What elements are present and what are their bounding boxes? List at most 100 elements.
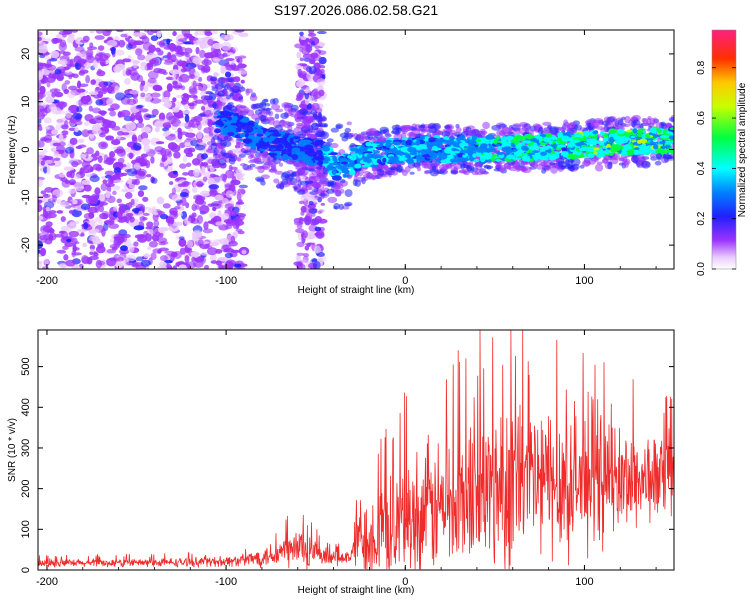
spectrogram-cell <box>293 114 302 120</box>
spectrogram-cell <box>220 110 231 117</box>
spectrogram-cell <box>311 40 316 47</box>
spectrogram-cell <box>115 234 126 244</box>
colorbar-gradient <box>712 30 736 269</box>
spectrogram-cell <box>603 150 610 155</box>
spectrogram-cell <box>622 123 631 128</box>
spectrogram-cell <box>299 31 304 36</box>
spectrogram-cell <box>125 122 137 131</box>
spectrogram-cell <box>45 96 54 104</box>
spectrogram-cell <box>205 91 213 95</box>
spectrogram-cell <box>169 133 176 137</box>
spectrogram-cell <box>184 47 193 54</box>
spectrogram-cell <box>315 150 323 156</box>
spectrogram-cell <box>314 232 324 237</box>
spectrogram-cell <box>139 64 148 71</box>
spectrogram-cell <box>639 123 644 129</box>
spectrogram-cell <box>116 256 124 262</box>
spectrogram-cell <box>90 193 99 201</box>
spectrogram-cell <box>418 146 428 150</box>
spectrogram-cell <box>330 142 339 149</box>
y-tick-label: 500 <box>20 357 32 375</box>
spectrogram-cell <box>220 129 230 136</box>
spectrogram-cell <box>215 221 224 226</box>
spectrogram-cell <box>624 132 631 138</box>
spectrogram-cell <box>83 184 92 192</box>
spectrogram-cell <box>213 58 220 63</box>
spectrogram-cell <box>149 59 157 64</box>
spectrogram-cell <box>317 176 327 185</box>
spectrogram-cell <box>68 230 80 238</box>
spectrogram-cell <box>79 39 89 43</box>
spectrogram-cell <box>221 41 232 51</box>
spectrogram-cell <box>440 159 450 164</box>
spectrogram-cell <box>492 153 498 157</box>
spectrogram-cell <box>530 161 539 168</box>
spectrogram-cell <box>428 150 436 157</box>
spectrogram-cell <box>82 242 88 248</box>
spectrogram-cell <box>102 213 108 220</box>
spectrogram-cell <box>296 252 305 256</box>
spectrogram-cell <box>512 123 522 127</box>
spectrogram-cell <box>196 181 204 188</box>
spectrogram-cell <box>54 68 62 75</box>
spectrogram-cell <box>86 147 94 155</box>
spectrogram-cell <box>112 205 118 211</box>
spectrogram-cell <box>182 155 187 163</box>
spectrogram-cell <box>298 108 309 116</box>
spectrogram-cell <box>593 147 600 151</box>
spectrogram-cell <box>121 188 129 193</box>
spectrogram-cell <box>376 144 383 148</box>
y-tick-label: 400 <box>20 398 32 416</box>
spectrogram-cell <box>330 127 339 133</box>
spectrogram-cell <box>258 114 267 122</box>
spectrogram-cell <box>317 218 328 224</box>
spectrogram-cell <box>226 52 234 56</box>
spectrogram-cell <box>665 122 673 128</box>
spectrogram-cell <box>215 260 222 266</box>
spectrogram-cell <box>200 106 206 111</box>
spectrogram-cell <box>69 117 77 124</box>
spectrogram-cell <box>205 109 212 115</box>
spectrogram-cell <box>58 100 66 110</box>
spectrogram-cell <box>202 193 208 198</box>
spectrogram-cell <box>644 134 651 139</box>
spectrogram-cell <box>274 108 284 113</box>
spectrogram-cell <box>112 190 117 196</box>
spectrogram-cell <box>114 85 120 95</box>
spectrogram-cell <box>132 142 142 151</box>
spectrogram-cell <box>185 202 190 209</box>
spectrogram-cell <box>161 154 168 162</box>
spectrogram-cell <box>192 80 197 90</box>
spectrogram-cell <box>278 162 284 167</box>
spectrogram-cell <box>281 171 291 179</box>
spectrogram-cell <box>55 145 66 153</box>
spectrogram-cell <box>225 219 235 226</box>
spectrogram-cell <box>58 141 66 147</box>
spectrogram-cell <box>320 202 326 206</box>
spectrogram-cell <box>152 211 159 216</box>
spectrogram-cell <box>208 132 214 137</box>
spectrogram-cell <box>89 251 94 256</box>
spectrogram-cell <box>255 141 262 148</box>
spectrogram-cell <box>237 63 247 69</box>
spectrogram-cell <box>210 200 222 210</box>
spectrogram-cell <box>261 102 267 106</box>
spectrogram-cell <box>512 148 518 152</box>
spectrogram-cell <box>504 147 512 153</box>
spectrogram-cell <box>269 136 278 139</box>
y-tick-label: 0 <box>20 567 32 573</box>
spectrogram-cell <box>63 120 69 127</box>
spectrogram-cell <box>316 42 326 47</box>
spectrogram-cell <box>543 137 552 143</box>
spectrogram-cell <box>176 202 181 206</box>
spectrogram-cell <box>212 42 223 50</box>
spectrogram-cell <box>202 176 208 182</box>
spectrogram-cell <box>178 131 190 135</box>
spectrogram-cell <box>238 32 249 38</box>
spectrogram-cell <box>40 160 46 166</box>
spectrogram-cell <box>577 137 588 142</box>
spectrogram-cell <box>194 99 204 104</box>
spectrogram-cell <box>316 157 325 161</box>
spectrogram-cell <box>155 141 165 145</box>
spectrogram-cell <box>384 149 393 153</box>
